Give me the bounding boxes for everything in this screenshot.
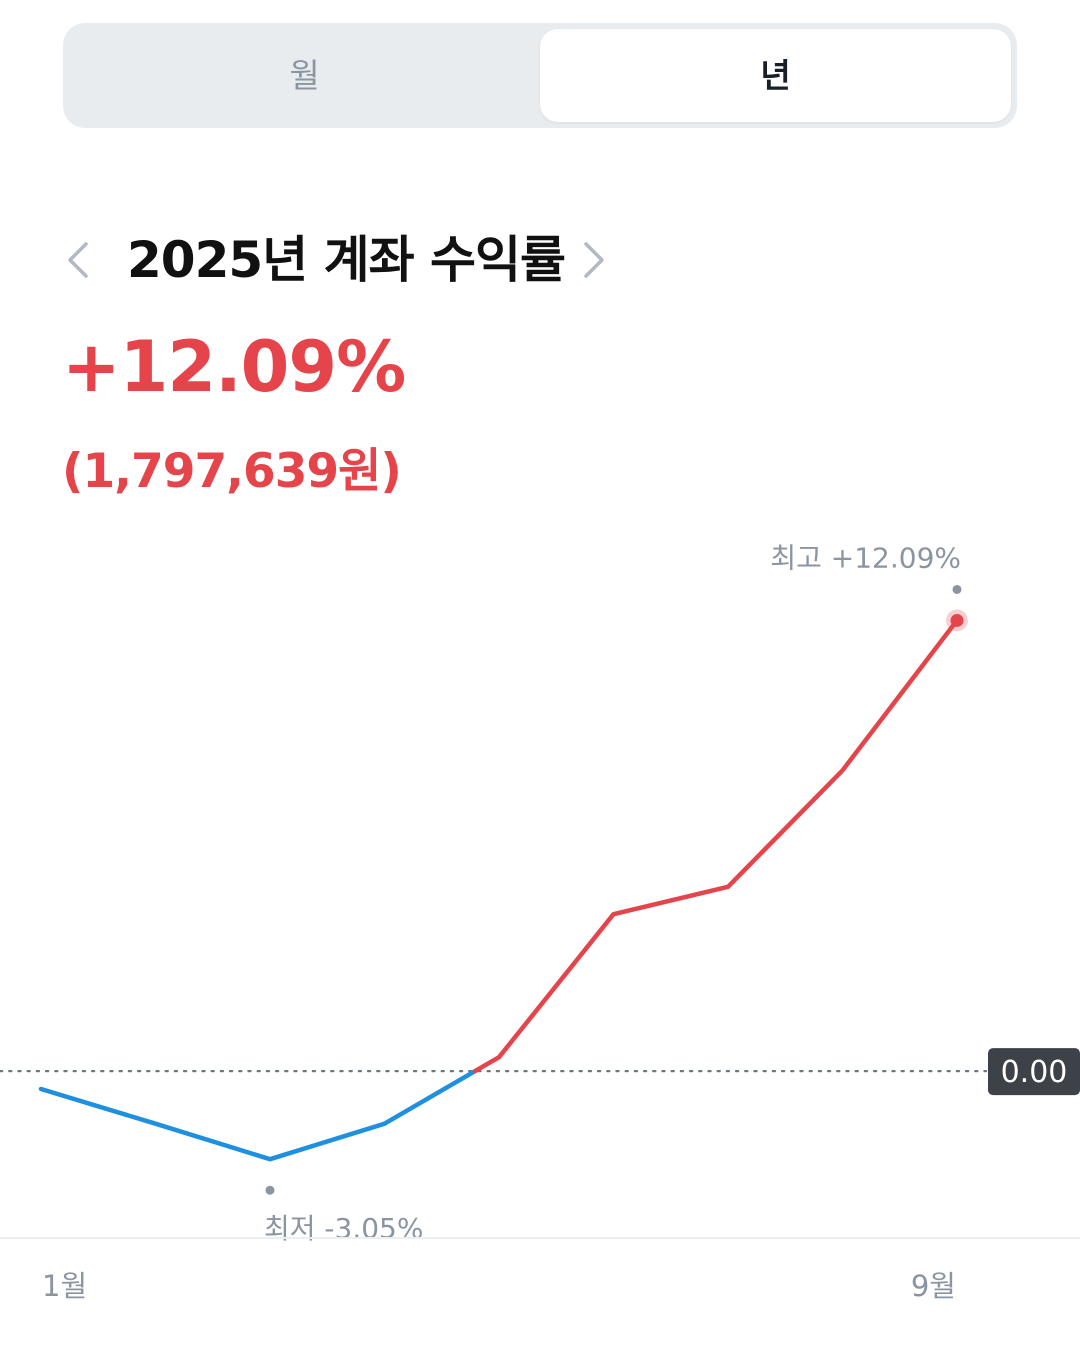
data-point-5 xyxy=(497,1055,501,1059)
data-point-4 xyxy=(383,1122,387,1126)
return-rate: +12.09% xyxy=(62,326,406,408)
data-point-3 xyxy=(268,1157,272,1161)
period-segmented-control: 월 년 xyxy=(63,23,1017,128)
max-annotation-dot xyxy=(952,584,962,594)
data-point-8 xyxy=(841,768,845,772)
positive-series-line xyxy=(472,618,960,1074)
segment-month-button[interactable]: 월 xyxy=(289,56,320,95)
max-annotation-label: 최고 +12.09% xyxy=(770,541,961,574)
baseline-badge: 0.00 xyxy=(988,1048,1080,1096)
period-header: 2025년 계좌 수익률 xyxy=(60,222,660,298)
data-point-7 xyxy=(726,885,730,889)
segment-year-button[interactable]: 년 xyxy=(540,29,1011,122)
min-annotation-label: 최저 -3.05% xyxy=(264,1212,423,1245)
data-point-2 xyxy=(154,1122,158,1126)
return-amount: (1,797,639원) xyxy=(62,444,402,499)
x-tick-label-last: 9월 xyxy=(911,1269,956,1303)
page-title: 2025년 계좌 수익률 xyxy=(127,231,566,289)
baseline-label: 0.00 xyxy=(1001,1055,1068,1090)
baseline-badge-bg xyxy=(988,1048,1080,1096)
chevron-left-icon[interactable] xyxy=(60,236,100,284)
data-point-6 xyxy=(612,912,616,916)
x-tick-label-first: 1월 xyxy=(42,1269,87,1303)
data-point-1 xyxy=(39,1087,43,1091)
min-annotation-dot xyxy=(265,1185,275,1195)
chevron-right-icon[interactable] xyxy=(572,236,612,284)
negative-series-line xyxy=(38,1068,478,1162)
last-point-marker xyxy=(950,613,964,627)
